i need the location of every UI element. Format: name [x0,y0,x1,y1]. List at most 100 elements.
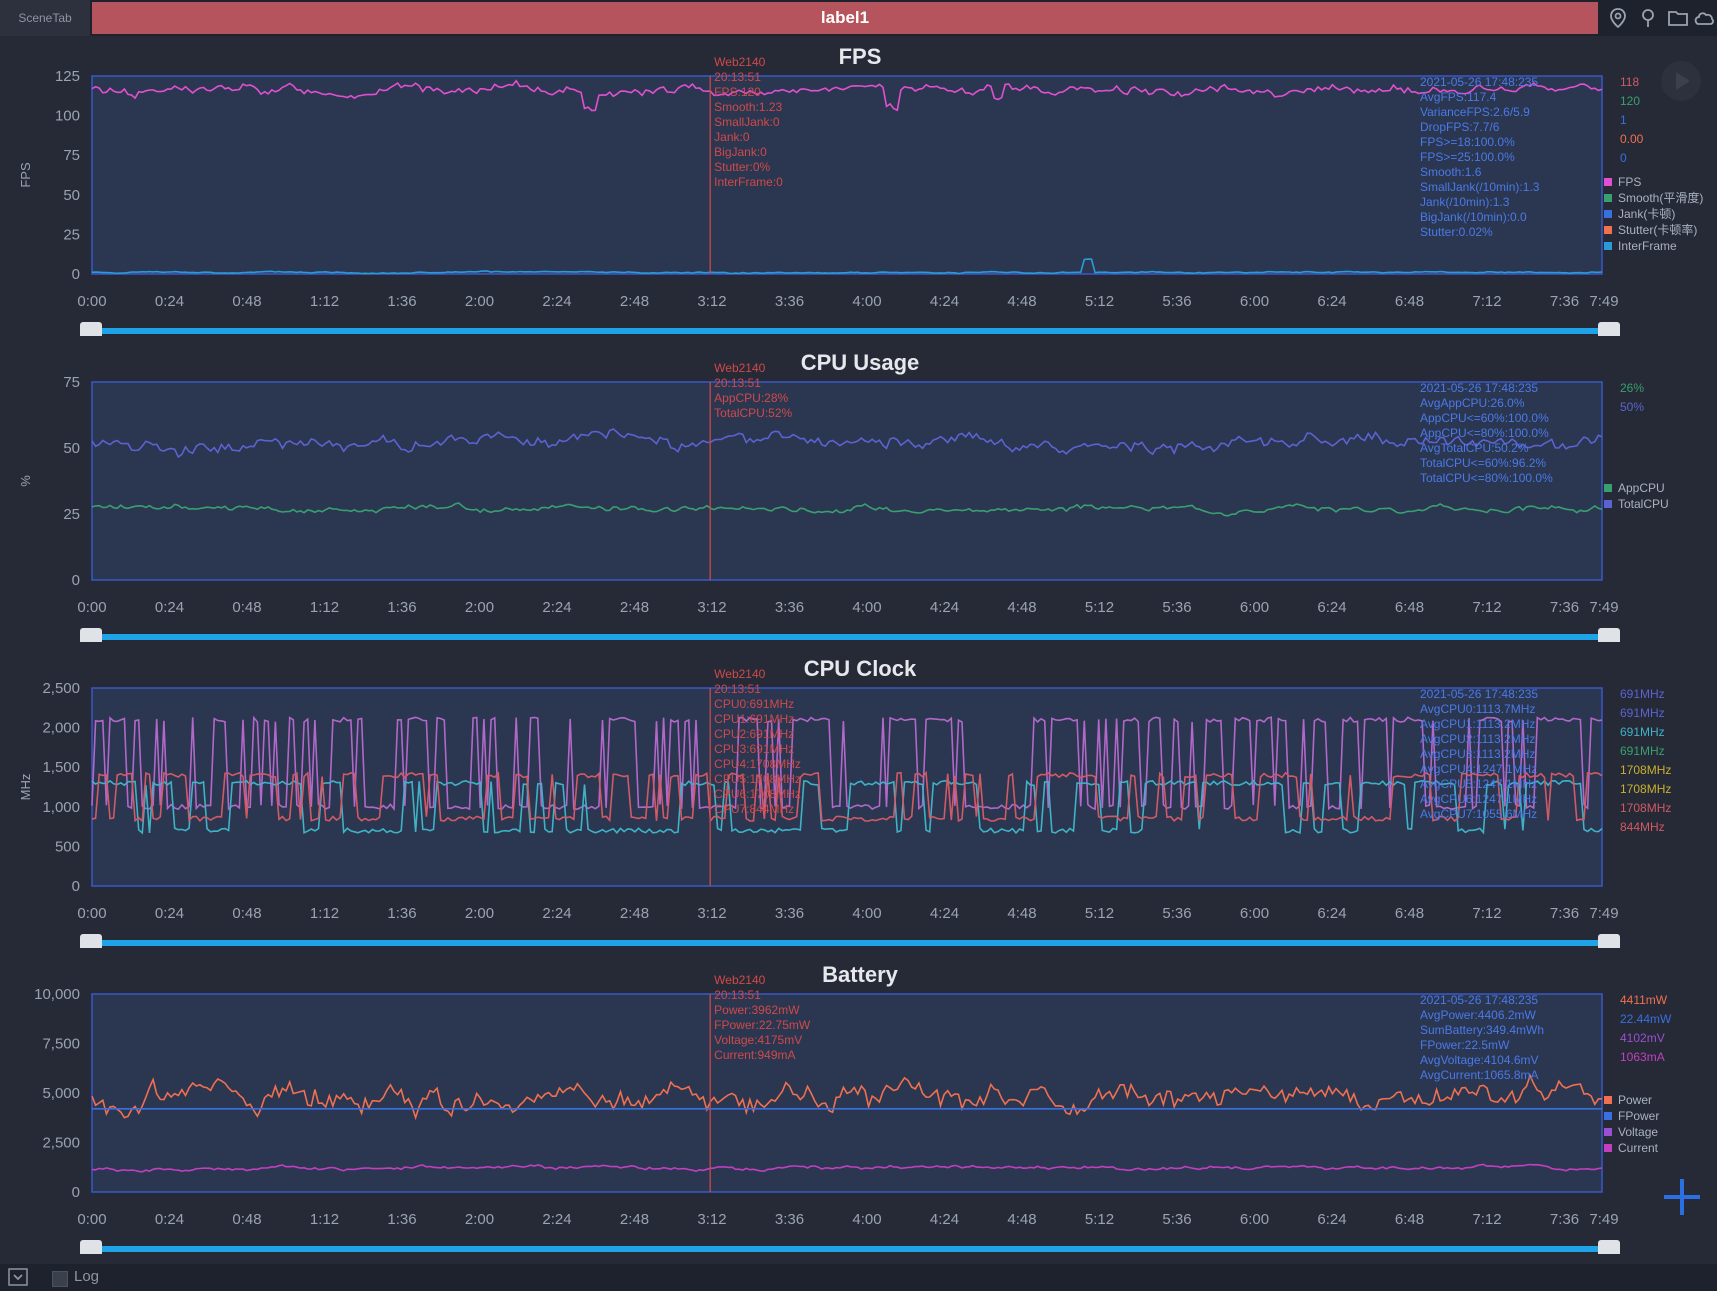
battery-range-slider-track [92,1246,1602,1252]
log-checkbox[interactable] [52,1271,68,1287]
cpu-clock-y-tick: 1,500 [42,759,80,776]
fps-legend-swatch [1604,210,1612,218]
location-icon[interactable] [1606,6,1630,30]
battery-tooltip-line: Voltage:4175mV [714,1033,802,1047]
play-button[interactable] [1660,60,1702,102]
battery-legend-label: Current [1618,1141,1659,1155]
battery-legend-label: Power [1618,1093,1652,1107]
battery-series-power [91,1073,1603,1121]
cpu-clock-x-tick: 1:36 [387,905,416,922]
fps-legend-value: 0.00 [1620,132,1644,146]
cpu-usage-legend-swatch [1604,500,1612,508]
pin-icon[interactable] [1636,6,1660,30]
battery-tooltip-line: Web2140 [714,973,765,987]
cpu-usage-x-tick: 7:36 [1550,599,1579,616]
fps-stats-line: AvgFPS:117.4 [1420,90,1497,104]
battery-y-tick: 0 [72,1184,80,1201]
cpu-clock-legend-value: 1708MHz [1620,763,1671,777]
fps-slider-handle-right [1598,322,1620,336]
fps-plot-area [91,75,1603,275]
cpu-usage-y-tick: 50 [63,440,80,457]
cpu-clock-x-tick: 4:24 [930,905,959,922]
cpu-clock-tooltip-line: CPU3:691MHz [714,742,794,756]
battery-x-tick: 2:00 [465,1211,494,1228]
fps-legend-label: InterFrame [1618,239,1677,253]
battery-x-tick: 6:48 [1395,1211,1424,1228]
fps-legend-value: 120 [1620,94,1640,108]
fps-x-tick: 4:00 [852,293,881,310]
battery-legend-swatch [1604,1096,1612,1104]
cpu-clock-tooltip-line: CPU1:691MHz [714,712,794,726]
fps-x-tick: 0:00 [77,293,106,310]
cpu-clock-tooltip-line: CPU7:844MHz [714,802,794,816]
fps-legend-swatch [1604,242,1612,250]
cpu-clock-title: CPU Clock [804,656,917,681]
cpu-clock-tooltip-line: CPU0:691MHz [714,697,794,711]
cpu-usage-legend-label: TotalCPU [1618,497,1669,511]
battery-x-tick: 4:48 [1007,1211,1036,1228]
cpu-usage-stats-line: AppCPU<=80%:100.0% [1420,426,1549,440]
battery-tooltip-line: Current:949mA [714,1048,795,1062]
fps-x-tick: 7:49 [1589,293,1618,310]
fps-stats-line: 2021-05-26 17:48:235 [1420,75,1538,89]
battery-legend-label: FPower [1618,1109,1659,1123]
log-panel-toggle-icon[interactable] [8,1268,28,1286]
battery-x-tick: 1:12 [310,1211,339,1228]
cpu-clock-x-tick: 5:36 [1162,905,1191,922]
cpu-usage-x-tick: 7:12 [1472,599,1501,616]
battery-x-tick: 2:24 [542,1211,571,1228]
battery-legend-swatch [1604,1128,1612,1136]
cpu-clock-slider-handle-left [80,934,102,948]
cloud-icon[interactable] [1692,6,1716,30]
scene-tab[interactable]: SceneTab [0,0,90,36]
cpu-clock-stats-line: AvgCPU4:1247.1MHz [1420,762,1537,776]
fps-stats-line: FPS>=25:100.0% [1420,150,1515,164]
cpu-clock-x-tick: 0:00 [77,905,106,922]
cpu-usage-tooltip-line: Web2140 [714,361,765,375]
cpu-clock-stats-line: AvgCPU0:1113.7MHz [1420,702,1535,716]
cpu-clock-stats-line: AvgCPU3:1113.2MHz [1420,747,1535,761]
folder-icon[interactable] [1666,6,1690,30]
battery-x-tick: 3:36 [775,1211,804,1228]
fps-stats-line: FPS>=18:100.0% [1420,135,1515,149]
cpu-usage-x-tick: 2:00 [465,599,494,616]
cpu-usage-stats-line: TotalCPU<=80%:100.0% [1420,471,1553,485]
cpu-usage-x-tick: 5:12 [1085,599,1114,616]
battery-legend-swatch [1604,1144,1612,1152]
battery-stats-line: FPower:22.5mW [1420,1038,1510,1052]
cpu-clock-x-tick: 4:48 [1007,905,1036,922]
cpu-usage-x-tick: 0:24 [155,599,184,616]
fps-tooltip-line: Smooth:1.23 [714,100,782,114]
add-icon[interactable] [1660,1175,1704,1219]
fps-x-tick: 0:24 [155,293,184,310]
fps-stats-line: SmallJank(/10min):1.3 [1420,180,1540,194]
battery-x-tick: 5:12 [1085,1211,1114,1228]
battery-chart[interactable]: Battery 10,000 7,500 5,000 2,500 0 0:00 0:24 0:4… [0,954,1717,1254]
fps-x-tick: 0:48 [232,293,261,310]
battery-stats-line: 2021-05-26 17:48:235 [1420,993,1538,1007]
cpu-clock-legend-value: 691MHz [1620,725,1665,739]
cpu-usage-title: CPU Usage [801,350,920,375]
cpu-usage-stats-line: AvgAppCPU:26.0% [1420,396,1525,410]
cpu-clock-x-tick: 7:12 [1472,905,1501,922]
cpu-clock-x-tick: 7:49 [1589,905,1618,922]
cpu-usage-chart[interactable]: CPU Usage% 75 50 25 0 0:00 0:24 0:48 1:12 1:36 2:0… [0,342,1717,642]
cpu-clock-stats-line: AvgCPU6:1247.1MHz [1420,792,1537,806]
cpu-clock-chart[interactable]: CPU Clock MHz 2,500 2,000 1,500 1,000 500 0 0:00… [0,648,1717,948]
fps-chart[interactable]: FPS FPS 125 100 75 50 25 0 0:00 0:24 0:48 1:12 1:36 2… [0,36,1717,336]
battery-x-tick: 0:00 [77,1211,106,1228]
battery-x-tick: 0:24 [155,1211,184,1228]
cpu-clock-legend-value: 1708MHz [1620,782,1671,796]
cpu-usage-x-tick: 3:36 [775,599,804,616]
cpu-usage-legend-value: 50% [1620,400,1644,414]
fps-legend-swatch [1604,178,1612,186]
cpu-usage-tooltip-line: AppCPU:28% [714,391,788,405]
fps-legend-label: Jank(卡顿) [1618,207,1675,221]
cpu-usage-x-tick: 3:12 [697,599,726,616]
cpu-usage-series-appcpu [91,502,1603,517]
battery-y-tick: 2,500 [42,1135,80,1152]
cpu-usage-x-tick: 7:49 [1589,599,1618,616]
cpu-clock-x-tick: 6:24 [1317,905,1346,922]
cpu-usage-y-tick: 75 [63,374,80,391]
fps-title: FPS [839,44,882,69]
